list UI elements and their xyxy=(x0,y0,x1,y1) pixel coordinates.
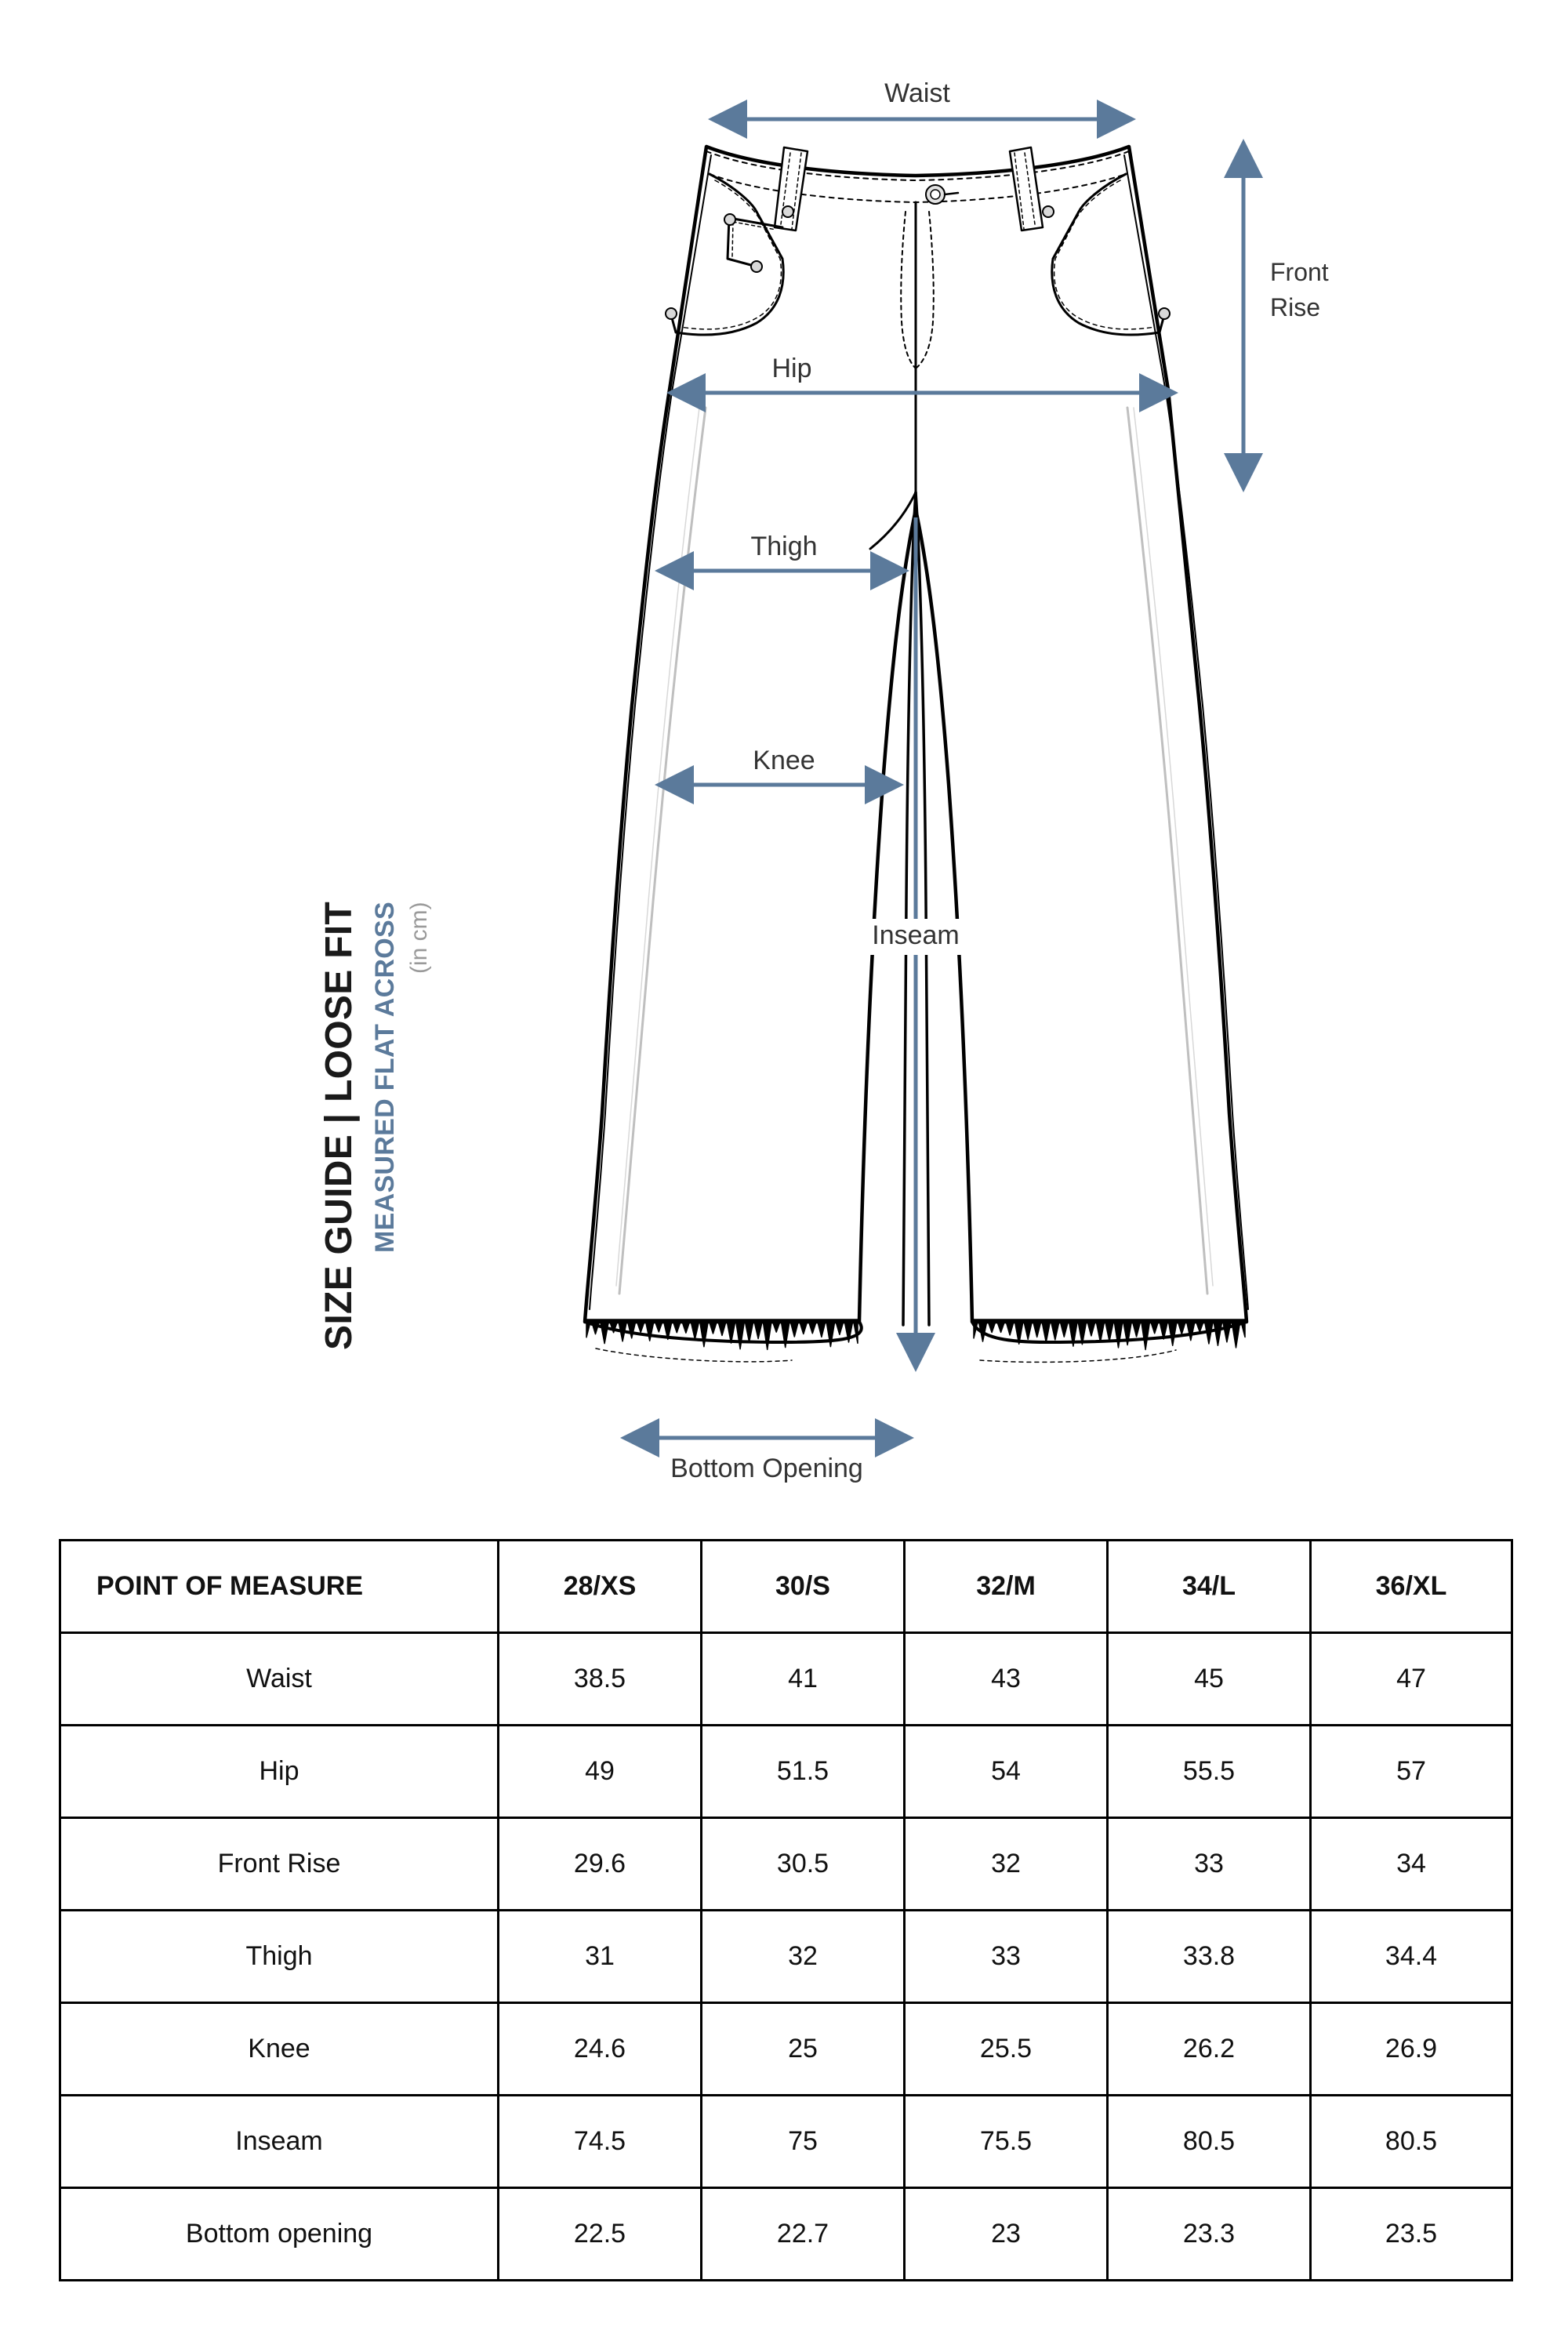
svg-text:Knee: Knee xyxy=(753,746,815,775)
svg-text:Bottom Opening: Bottom Opening xyxy=(670,1454,863,1483)
svg-text:Thigh: Thigh xyxy=(750,532,817,561)
svg-text:Hip: Hip xyxy=(771,354,811,383)
svg-text:Inseam: Inseam xyxy=(872,920,960,950)
svg-text:Waist: Waist xyxy=(884,78,950,108)
svg-text:Front: Front xyxy=(1270,258,1329,286)
svg-text:Rise: Rise xyxy=(1270,293,1320,321)
